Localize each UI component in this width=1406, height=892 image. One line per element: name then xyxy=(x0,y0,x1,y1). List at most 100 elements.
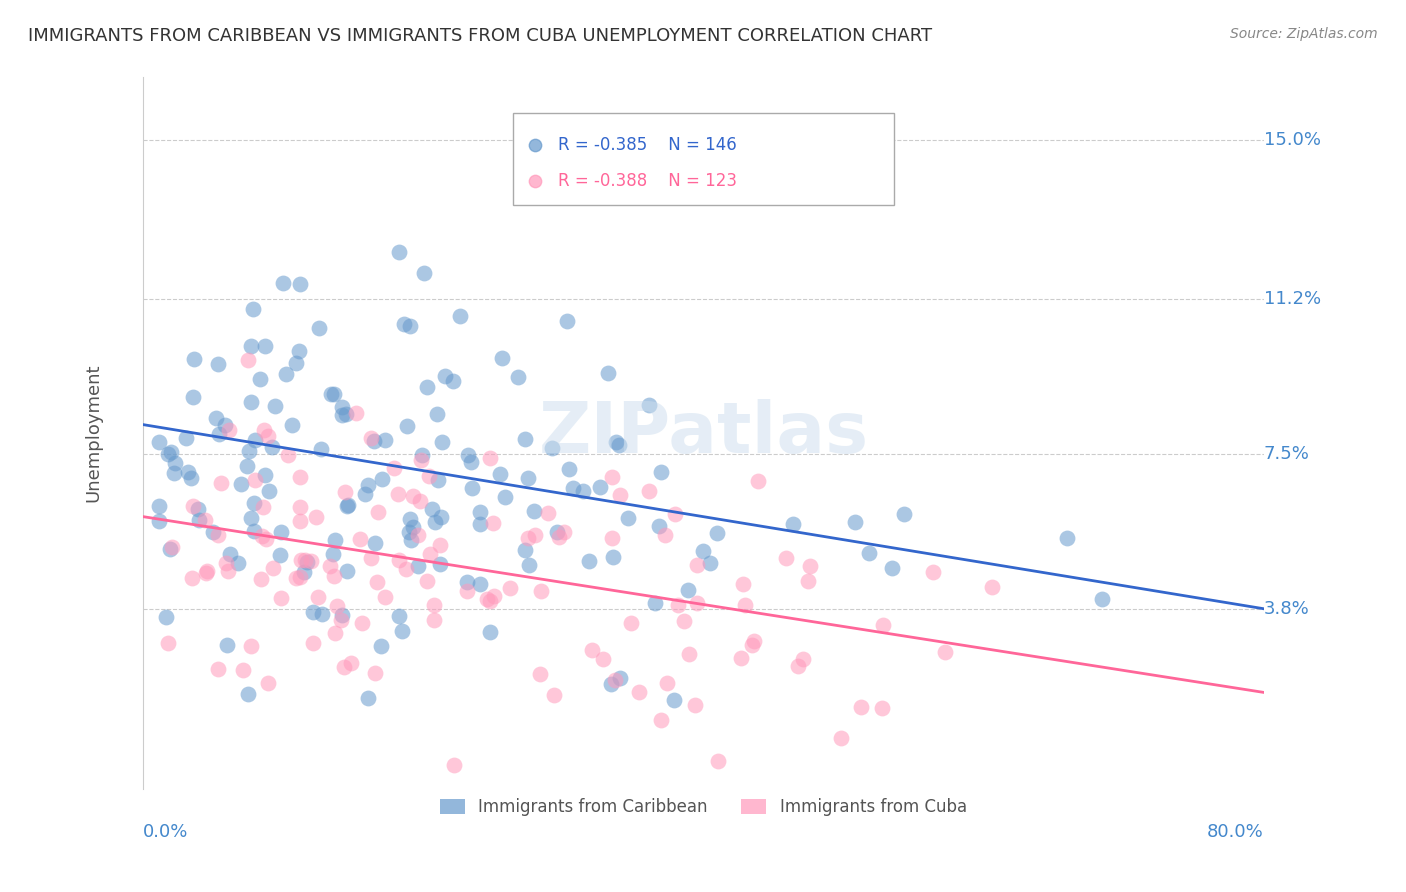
Immigrants from Caribbean xyxy=(231,476,253,491)
Immigrants from Cuba xyxy=(238,352,260,367)
Immigrants from Cuba xyxy=(194,566,217,581)
Immigrants from Caribbean xyxy=(461,481,484,495)
Immigrants from Cuba xyxy=(872,618,894,632)
Immigrants from Caribbean xyxy=(254,339,277,353)
Immigrants from Cuba xyxy=(742,633,765,648)
Immigrants from Cuba xyxy=(290,514,312,528)
Immigrants from Cuba xyxy=(349,532,371,546)
Text: Source: ZipAtlas.com: Source: ZipAtlas.com xyxy=(1230,27,1378,41)
Immigrants from Caribbean xyxy=(617,510,640,524)
Immigrants from Cuba xyxy=(657,675,679,690)
Immigrants from Caribbean xyxy=(468,505,491,519)
Immigrants from Cuba xyxy=(429,538,451,552)
Immigrants from Caribbean xyxy=(330,409,353,423)
Immigrants from Caribbean xyxy=(589,480,612,494)
Immigrants from Caribbean xyxy=(893,507,915,521)
Immigrants from Caribbean xyxy=(662,692,685,706)
Immigrants from Cuba xyxy=(747,475,769,489)
Immigrants from Caribbean xyxy=(357,691,380,706)
Immigrants from Caribbean xyxy=(399,318,422,333)
Immigrants from Caribbean xyxy=(515,432,537,446)
Immigrants from Caribbean xyxy=(238,444,260,458)
Text: IMMIGRANTS FROM CARIBBEAN VS IMMIGRANTS FROM CUBA UNEMPLOYMENT CORRELATION CHART: IMMIGRANTS FROM CARIBBEAN VS IMMIGRANTS … xyxy=(28,27,932,45)
Immigrants from Caribbean xyxy=(558,461,581,475)
Immigrants from Cuba xyxy=(730,651,752,665)
Text: R = -0.388    N = 123: R = -0.388 N = 123 xyxy=(558,171,737,190)
Immigrants from Caribbean xyxy=(364,535,387,549)
Immigrants from Caribbean xyxy=(706,526,728,541)
Immigrants from Cuba xyxy=(232,663,254,677)
Immigrants from Cuba xyxy=(215,556,238,570)
Immigrants from Caribbean xyxy=(508,370,530,384)
Immigrants from Cuba xyxy=(406,528,429,542)
Immigrants from Caribbean xyxy=(148,435,170,450)
Immigrants from Cuba xyxy=(628,685,651,699)
Immigrants from Caribbean xyxy=(371,472,394,486)
Immigrants from Cuba xyxy=(609,488,631,502)
Immigrants from Cuba xyxy=(686,596,709,610)
Immigrants from Caribbean xyxy=(292,565,315,579)
Immigrants from Cuba xyxy=(548,531,571,545)
Immigrants from Cuba xyxy=(333,660,356,674)
Immigrants from Cuba xyxy=(322,569,344,583)
Immigrants from Cuba xyxy=(253,424,276,438)
Immigrants from Cuba xyxy=(418,468,440,483)
Immigrants from Caribbean xyxy=(240,339,263,353)
Immigrants from Caribbean xyxy=(644,596,666,610)
Immigrants from Cuba xyxy=(830,731,852,746)
Immigrants from Caribbean xyxy=(148,499,170,513)
Immigrants from Cuba xyxy=(581,642,603,657)
Immigrants from Cuba xyxy=(299,554,322,568)
Immigrants from Cuba xyxy=(294,553,316,567)
Immigrants from Caribbean xyxy=(491,351,513,365)
Immigrants from Cuba xyxy=(482,589,505,603)
Immigrants from Cuba xyxy=(367,505,389,519)
Immigrants from Cuba xyxy=(600,469,623,483)
Immigrants from Cuba xyxy=(479,594,502,608)
Immigrants from Caribbean xyxy=(242,302,264,317)
Text: 15.0%: 15.0% xyxy=(1264,131,1320,149)
Immigrants from Cuba xyxy=(402,489,425,503)
Immigrants from Caribbean xyxy=(478,624,501,639)
Immigrants from Cuba xyxy=(329,613,352,627)
Immigrants from Caribbean xyxy=(330,401,353,415)
Immigrants from Caribbean xyxy=(637,398,659,412)
Immigrants from Caribbean xyxy=(427,473,450,487)
Immigrants from Caribbean xyxy=(311,442,333,457)
Immigrants from Cuba xyxy=(326,599,349,614)
Immigrants from Cuba xyxy=(254,533,277,547)
Immigrants from Caribbean xyxy=(399,533,422,547)
Immigrants from Cuba xyxy=(409,493,432,508)
Immigrants from Cuba xyxy=(307,590,329,604)
Immigrants from Cuba xyxy=(980,580,1002,594)
Immigrants from Cuba xyxy=(678,647,700,661)
Immigrants from Caribbean xyxy=(429,558,451,572)
Immigrants from Cuba xyxy=(340,656,363,670)
Immigrants from Cuba xyxy=(654,528,676,542)
Immigrants from Caribbean xyxy=(243,496,266,510)
Immigrants from Cuba xyxy=(422,598,444,612)
Immigrants from Cuba xyxy=(530,584,553,599)
Immigrants from Caribbean xyxy=(395,418,418,433)
Immigrants from Cuba xyxy=(243,473,266,487)
Immigrants from Cuba xyxy=(479,451,502,466)
Immigrants from Cuba xyxy=(160,541,183,555)
Immigrants from Caribbean xyxy=(323,533,346,548)
Immigrants from Cuba xyxy=(305,510,328,524)
Text: 7.5%: 7.5% xyxy=(1264,445,1309,463)
Immigrants from Caribbean xyxy=(449,310,471,324)
Immigrants from Caribbean xyxy=(335,407,357,421)
Immigrants from Caribbean xyxy=(434,369,457,384)
Immigrants from Cuba xyxy=(475,591,498,606)
Immigrants from Cuba xyxy=(360,551,382,566)
Immigrants from Cuba xyxy=(600,531,623,545)
Immigrants from Caribbean xyxy=(226,556,249,570)
Immigrants from Cuba xyxy=(207,528,229,542)
Immigrants from Caribbean xyxy=(295,555,318,569)
Immigrants from Cuba xyxy=(262,561,284,575)
Immigrants from Cuba xyxy=(288,570,311,584)
Immigrants from Caribbean xyxy=(562,481,585,495)
Immigrants from Caribbean xyxy=(426,407,449,421)
Immigrants from Cuba xyxy=(387,487,409,501)
FancyBboxPatch shape xyxy=(513,113,894,205)
